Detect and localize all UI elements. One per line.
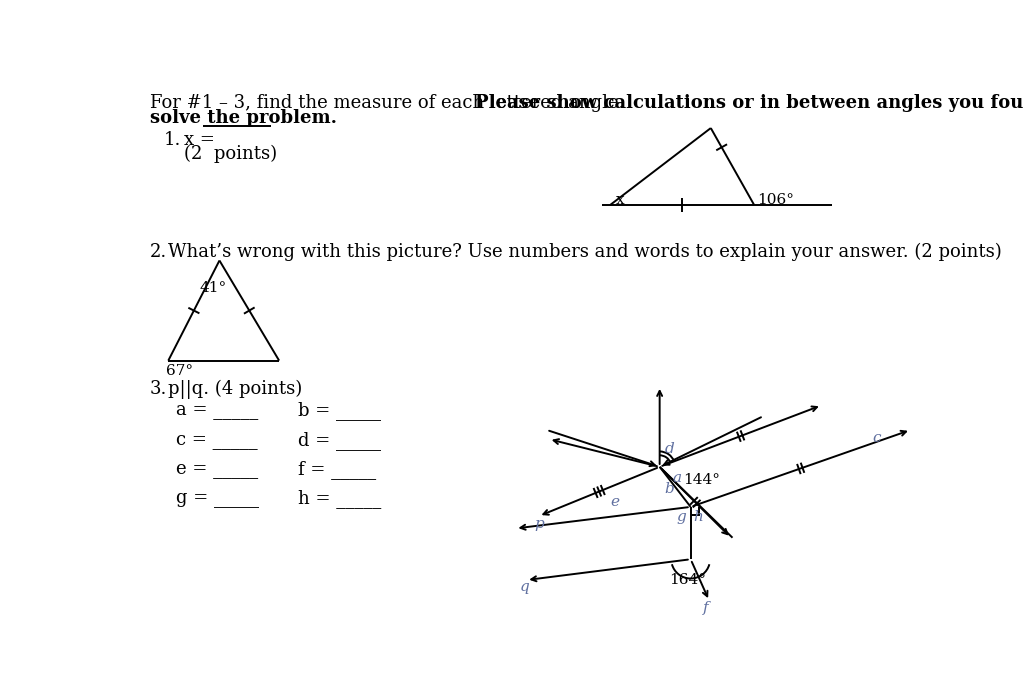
Text: e: e [610,496,620,509]
Text: What’s wrong with this picture? Use numbers and words to explain your answer. (2: What’s wrong with this picture? Use numb… [168,243,1002,261]
Text: d: d [665,442,674,456]
Text: c: c [872,432,881,445]
Text: 67°: 67° [166,363,194,377]
Text: 41°: 41° [200,281,226,295]
Text: e = _____: e = _____ [176,460,258,478]
Text: d = _____: d = _____ [299,431,382,450]
Text: 144°: 144° [683,473,720,487]
Text: (2  points): (2 points) [183,145,276,163]
Text: For #1 – 3, find the measure of each lettered angle.: For #1 – 3, find the measure of each let… [150,95,630,112]
Text: p||q. (4 points): p||q. (4 points) [168,380,302,399]
Text: g = _____: g = _____ [176,489,259,507]
Text: f: f [703,601,709,615]
Text: solve the problem.: solve the problem. [150,109,337,126]
Text: g: g [677,510,686,524]
Text: f = _____: f = _____ [299,460,377,479]
Text: b = _____: b = _____ [299,402,382,420]
Text: p: p [535,517,544,531]
Text: x: x [616,193,625,207]
Text: 106°: 106° [758,193,795,207]
Text: Please show calculations or in between angles you found to: Please show calculations or in between a… [150,95,1024,112]
Text: h = _____: h = _____ [299,489,382,508]
Text: a: a [672,471,681,486]
Text: x =: x = [183,131,215,149]
Text: b: b [665,482,674,496]
Text: a = _____: a = _____ [176,402,258,419]
Text: h: h [693,510,703,524]
Text: c = _____: c = _____ [176,431,258,449]
Text: 164°: 164° [669,573,706,587]
Text: q: q [520,580,529,594]
Text: 3.: 3. [150,380,167,398]
Text: 2.: 2. [150,243,167,261]
Text: 1.: 1. [164,131,181,149]
